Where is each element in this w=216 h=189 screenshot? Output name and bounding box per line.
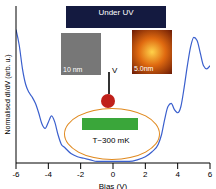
html-text:T~300 mK: T~300 mK	[92, 136, 130, 145]
svg-text:4: 4	[175, 170, 180, 179]
svg-text:-2: -2	[77, 170, 85, 179]
svg-text:0: 0	[111, 170, 116, 179]
html-text:10 nm: 10 nm	[63, 66, 83, 73]
svg-text:2: 2	[143, 170, 148, 179]
svg-text:Bias (V): Bias (V)	[99, 182, 128, 189]
html-text:Under UV: Under UV	[98, 8, 134, 17]
html-text:5.0nm: 5.0nm	[134, 65, 154, 72]
svg-text:-4: -4	[45, 170, 53, 179]
html-text:V: V	[112, 66, 118, 75]
svg-text:Normalised dI/dV (arb. u.): Normalised dI/dV (arb. u.)	[8, 54, 12, 134]
svg-text:-6: -6	[12, 170, 20, 179]
svg-text:6: 6	[208, 170, 209, 179]
